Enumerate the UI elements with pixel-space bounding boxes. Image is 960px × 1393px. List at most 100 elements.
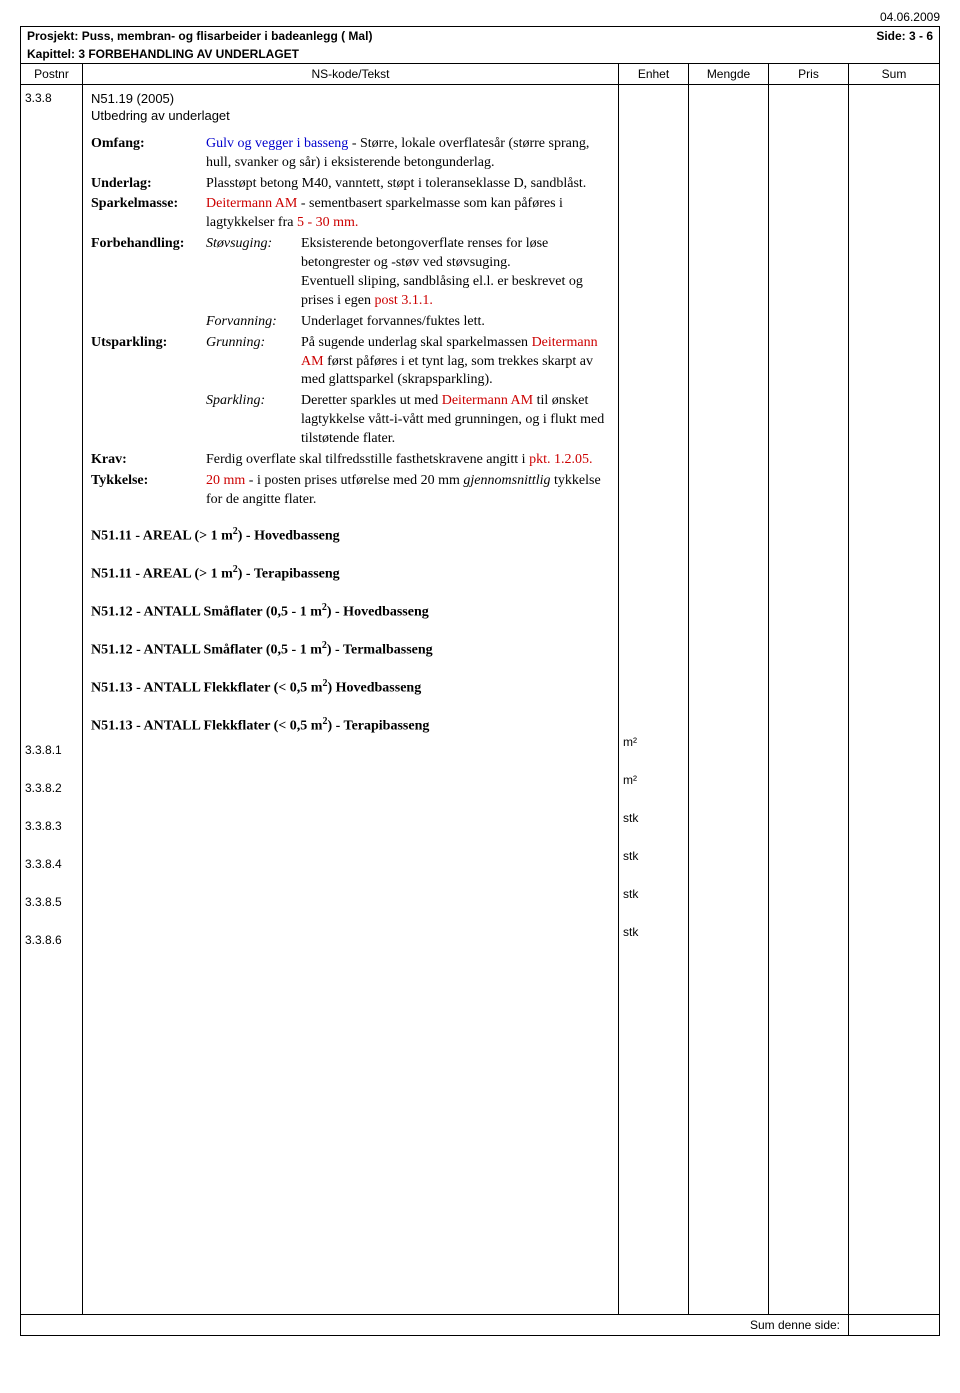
- spec-italic: gjennomsnittlig: [463, 473, 550, 488]
- spec-block: Omfang: Gulv og vegger i basseng - Størr…: [91, 135, 610, 510]
- spec-value: Eksisterende betongoverflate renses for …: [301, 235, 610, 311]
- pris-column: [769, 85, 849, 1314]
- project-label: Prosjekt:: [27, 29, 78, 43]
- enhet-value: stk: [623, 849, 684, 887]
- column-headers: Postnr NS-kode/Tekst Enhet Mengde Pris S…: [21, 63, 939, 84]
- spec-value: Underlaget forvannes/fuktes lett.: [301, 313, 610, 332]
- spec-utsparkling: Utsparkling: Grunning: På sugende underl…: [91, 334, 610, 391]
- header-postnr: Postnr: [21, 64, 83, 84]
- chapter-label: Kapittel:: [27, 47, 75, 61]
- footer-row: Sum denne side:: [20, 1315, 940, 1336]
- spec-value: På sugende underlag skal sparkelmassen D…: [301, 334, 610, 391]
- spec-sublabel: Sparkling:: [206, 392, 301, 449]
- item-text-b: ) Hovedbasseng: [327, 680, 421, 695]
- spec-label: Underlag:: [91, 175, 206, 194]
- spec-red: Deitermann AM: [206, 196, 297, 211]
- item-postnr: 3.3.8.3: [25, 819, 78, 857]
- spec-text: Ferdig overflate skal tilfredsstille fas…: [206, 452, 529, 467]
- spec-value: Plasstøpt betong M40, vanntett, støpt i …: [206, 175, 610, 194]
- item-postnr: 3.3.8.2: [25, 781, 78, 819]
- item-text: N51.12 - ANTALL Småflater (0,5 - 1 m2) -…: [91, 602, 610, 640]
- spec-text: først påføres i et tynt lag, som trekkes…: [301, 354, 593, 388]
- item-text-a: N51.12 - ANTALL Småflater (0,5 - 1 m: [91, 642, 322, 657]
- spec-red: pkt. 1.2.05.: [529, 452, 592, 467]
- spec-forvanning: Forvanning: Underlaget forvannes/fuktes …: [206, 313, 610, 332]
- project-line: Prosjekt: Puss, membran- og flisarbeider…: [27, 29, 372, 43]
- item-text: N51.11 - AREAL (> 1 m2) - Terapibasseng: [91, 564, 610, 602]
- chapter-name: 3 FORBEHANDLING AV UNDERLAGET: [78, 47, 299, 61]
- enhet-value: stk: [623, 925, 684, 963]
- item-text: N51.13 - ANTALL Flekkflater (< 0,5 m2) H…: [91, 678, 610, 716]
- body-table: 3.3.8 3.3.8.1 3.3.8.2 3.3.8.3 3.3.8.4 3.…: [20, 85, 940, 1315]
- spec-value: Deitermann AM - sementbasert sparkelmass…: [206, 195, 610, 233]
- page-header: Prosjekt: Puss, membran- og flisarbeider…: [20, 26, 940, 85]
- item-text-a: N51.12 - ANTALL Småflater (0,5 - 1 m: [91, 604, 322, 619]
- mengde-column: [689, 85, 769, 1314]
- header-pris: Pris: [769, 64, 849, 84]
- item-text: N51.12 - ANTALL Småflater (0,5 - 1 m2) -…: [91, 640, 610, 678]
- post-code: N51.19 (2005): [91, 91, 174, 106]
- item-text-b: ) - Hovedbasseng: [327, 604, 429, 619]
- spec-text: Eventuell sliping, sandblåsing el.l. er …: [301, 274, 583, 308]
- spec-text: På sugende underlag skal sparkelmassen: [301, 335, 532, 350]
- spec-tykkelse: Tykkelse: 20 mm - i posten prises utføre…: [91, 472, 610, 510]
- spec-label: Tykkelse:: [91, 472, 206, 510]
- spec-forbehandling: Forbehandling: Støvsuging: Eksisterende …: [91, 235, 610, 311]
- footer-label: Sum denne side:: [21, 1315, 849, 1335]
- header-tekst: NS-kode/Tekst: [83, 64, 619, 84]
- spec-label: Omfang:: [91, 135, 206, 173]
- footer-sum: [849, 1315, 939, 1335]
- item-text-b: ) - Terapibasseng: [327, 718, 429, 733]
- enhet-column: m² m² stk stk stk stk: [619, 85, 689, 1314]
- spec-value: 20 mm - i posten prises utførelse med 20…: [206, 472, 610, 510]
- item-postnr: 3.3.8.6: [25, 933, 78, 971]
- spec-sparkelmasse: Sparkelmasse: Deitermann AM - sementbase…: [91, 195, 610, 233]
- spec-sublabel: Forvanning:: [206, 313, 301, 332]
- tekst-column: N51.19 (2005) Utbedring av underlaget Om…: [83, 85, 619, 1314]
- spec-label: Forbehandling:: [91, 235, 206, 311]
- post-heading: Utbedring av underlaget: [91, 108, 230, 123]
- postnr-column: 3.3.8 3.3.8.1 3.3.8.2 3.3.8.3 3.3.8.4 3.…: [21, 85, 83, 1314]
- spec-label: Krav:: [91, 451, 206, 470]
- spec-text: - i posten prises utførelse med 20 mm: [245, 473, 463, 488]
- header-mengde: Mengde: [689, 64, 769, 84]
- spec-underlag: Underlag: Plasstøpt betong M40, vanntett…: [91, 175, 610, 194]
- item-text: N51.11 - AREAL (> 1 m2) - Hovedbasseng: [91, 526, 610, 564]
- enhet-value: stk: [623, 887, 684, 925]
- spec-text: Deretter sparkles ut med: [301, 393, 442, 408]
- spec-value: Deretter sparkles ut med Deitermann AM t…: [301, 392, 610, 449]
- sum-column: [849, 85, 939, 1314]
- chapter-line: Kapittel: 3 FORBEHANDLING AV UNDERLAGET: [21, 45, 939, 63]
- item-text-b: ) - Hovedbasseng: [238, 528, 340, 543]
- main-postnr: 3.3.8: [25, 91, 78, 105]
- spec-red: Deitermann AM: [442, 393, 533, 408]
- spec-label: Utsparkling:: [91, 334, 206, 391]
- item-text-a: N51.11 - AREAL (> 1 m: [91, 528, 233, 543]
- project-name: Puss, membran- og flisarbeider i badeanl…: [82, 29, 373, 43]
- item-text-a: N51.13 - ANTALL Flekkflater (< 0,5 m: [91, 680, 322, 695]
- item-postnr: 3.3.8.1: [25, 743, 78, 781]
- item-postnr: 3.3.8.4: [25, 857, 78, 895]
- enhet-value: m²: [623, 735, 684, 773]
- spec-red: post 3.1.1.: [374, 293, 432, 308]
- spec-omfang-blue: Gulv og vegger i basseng: [206, 136, 348, 151]
- item-text-a: N51.13 - ANTALL Flekkflater (< 0,5 m: [91, 718, 322, 733]
- spec-value: Gulv og vegger i basseng - Større, lokal…: [206, 135, 610, 173]
- page-date: 04.06.2009: [20, 10, 940, 24]
- spec-red: 20 mm: [206, 473, 245, 488]
- side-label: Side: 3 - 6: [876, 29, 933, 43]
- enhet-value: stk: [623, 811, 684, 849]
- spec-text: Eksisterende betongoverflate renses for …: [301, 236, 548, 270]
- enhet-value: m²: [623, 773, 684, 811]
- spec-krav: Krav: Ferdig overflate skal tilfredsstil…: [91, 451, 610, 470]
- header-sum: Sum: [849, 64, 939, 84]
- item-text-b: ) - Termalbasseng: [327, 642, 433, 657]
- spec-sparkling: Sparkling: Deretter sparkles ut med Deit…: [206, 392, 610, 449]
- spec-sublabel: Støvsuging:: [206, 235, 301, 311]
- post-title: N51.19 (2005) Utbedring av underlaget: [91, 91, 610, 125]
- spec-red: 5 - 30 mm.: [297, 215, 358, 230]
- spec-value: Ferdig overflate skal tilfredsstille fas…: [206, 451, 610, 470]
- item-text: N51.13 - ANTALL Flekkflater (< 0,5 m2) -…: [91, 716, 610, 754]
- item-text-a: N51.11 - AREAL (> 1 m: [91, 566, 233, 581]
- spec-sublabel: Grunning:: [206, 334, 301, 391]
